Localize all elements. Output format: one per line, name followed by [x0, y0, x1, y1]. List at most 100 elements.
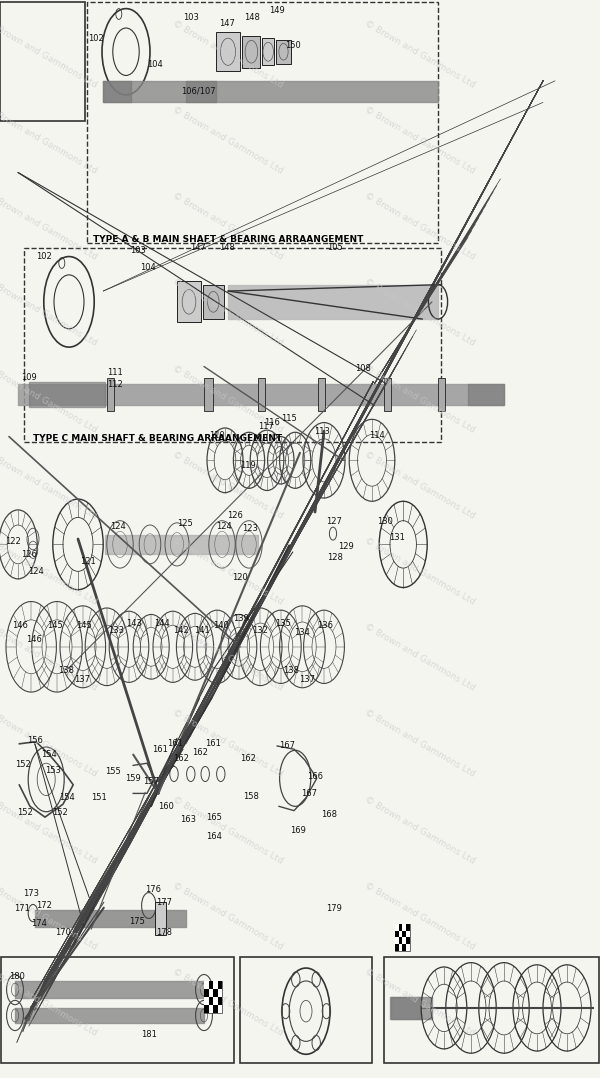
Text: 137: 137: [299, 675, 315, 683]
Text: © Brown and Gammons Ltd: © Brown and Gammons Ltd: [171, 967, 285, 1038]
Text: © Brown and Gammons Ltd: © Brown and Gammons Ltd: [171, 536, 285, 607]
Text: © Brown and Gammons Ltd: © Brown and Gammons Ltd: [0, 967, 99, 1038]
Text: 104: 104: [147, 60, 163, 69]
Text: © Brown and Gammons Ltd: © Brown and Gammons Ltd: [363, 191, 477, 262]
Text: 155: 155: [105, 768, 121, 776]
Text: © Brown and Gammons Ltd: © Brown and Gammons Ltd: [363, 794, 477, 866]
Text: 103: 103: [130, 246, 146, 254]
Bar: [262, 38, 274, 65]
Text: © Brown and Gammons Ltd: © Brown and Gammons Ltd: [363, 18, 477, 89]
Text: © Brown and Gammons Ltd: © Brown and Gammons Ltd: [171, 622, 285, 693]
Bar: [240, 957, 372, 1063]
Text: 161: 161: [205, 740, 221, 748]
Text: 159: 159: [125, 774, 141, 783]
Text: 119: 119: [241, 461, 256, 470]
Bar: [213, 1005, 218, 1013]
Text: 153: 153: [45, 766, 61, 775]
Bar: [155, 902, 166, 935]
Text: 124: 124: [28, 567, 44, 576]
Text: 147: 147: [190, 244, 206, 252]
Text: 108: 108: [355, 364, 371, 373]
Bar: [258, 378, 265, 411]
Text: 118: 118: [253, 434, 268, 443]
Bar: [24, 248, 441, 442]
Text: 104: 104: [140, 263, 155, 272]
Text: 152: 152: [17, 808, 33, 817]
Bar: [218, 990, 222, 997]
Bar: [398, 944, 403, 951]
Bar: [213, 990, 218, 997]
Text: 131: 131: [389, 534, 405, 542]
Text: 145: 145: [76, 621, 92, 630]
Bar: [204, 1005, 209, 1013]
Text: 128: 128: [328, 553, 343, 562]
Text: © Brown and Gammons Ltd: © Brown and Gammons Ltd: [171, 881, 285, 952]
Bar: [438, 378, 445, 411]
Bar: [395, 924, 410, 951]
Text: © Brown and Gammons Ltd: © Brown and Gammons Ltd: [171, 708, 285, 779]
Text: 147: 147: [219, 19, 235, 28]
Text: © Brown and Gammons Ltd: © Brown and Gammons Ltd: [171, 105, 285, 176]
Text: © Brown and Gammons Ltd: © Brown and Gammons Ltd: [0, 277, 99, 348]
Text: 175: 175: [129, 917, 145, 926]
Text: 178: 178: [157, 928, 172, 937]
Text: 125: 125: [177, 520, 193, 528]
Bar: [398, 937, 403, 944]
Text: 164: 164: [206, 832, 222, 841]
Bar: [398, 930, 403, 937]
Text: 135: 135: [275, 619, 291, 627]
Text: 179: 179: [326, 904, 341, 913]
Text: © Brown and Gammons Ltd: © Brown and Gammons Ltd: [171, 794, 285, 866]
Bar: [0, 2, 85, 121]
Bar: [204, 981, 222, 1013]
Text: 140: 140: [213, 621, 229, 630]
Text: 154: 154: [59, 793, 75, 802]
Bar: [204, 378, 213, 411]
Text: 172: 172: [36, 901, 52, 910]
Bar: [318, 378, 325, 411]
Bar: [406, 924, 410, 930]
Text: 117: 117: [259, 423, 274, 431]
Text: 146: 146: [13, 621, 28, 630]
Text: © Brown and Gammons Ltd: © Brown and Gammons Ltd: [363, 105, 477, 176]
Bar: [384, 957, 599, 1063]
Text: 139: 139: [233, 614, 249, 623]
Text: 162: 162: [240, 755, 256, 763]
Text: 169: 169: [290, 826, 305, 834]
Text: © Brown and Gammons Ltd: © Brown and Gammons Ltd: [363, 277, 477, 348]
Text: 138: 138: [58, 666, 74, 675]
Text: © Brown and Gammons Ltd: © Brown and Gammons Ltd: [0, 622, 99, 693]
Text: 162: 162: [173, 755, 189, 763]
Bar: [403, 937, 406, 944]
Text: © Brown and Gammons Ltd: © Brown and Gammons Ltd: [0, 105, 99, 176]
Bar: [107, 378, 114, 411]
Bar: [209, 981, 213, 990]
Bar: [177, 281, 201, 322]
Text: © Brown and Gammons Ltd: © Brown and Gammons Ltd: [171, 191, 285, 262]
Text: © Brown and Gammons Ltd: © Brown and Gammons Ltd: [171, 18, 285, 89]
Text: 115: 115: [281, 414, 297, 423]
Text: 158: 158: [243, 792, 259, 801]
Text: 152: 152: [15, 760, 31, 769]
Bar: [403, 924, 406, 930]
Bar: [395, 924, 398, 930]
Text: TYPE C MAIN SHAFT & BEARING ARRAANGEMENT: TYPE C MAIN SHAFT & BEARING ARRAANGEMENT: [33, 434, 282, 443]
Text: 121: 121: [80, 557, 95, 566]
Text: © Brown and Gammons Ltd: © Brown and Gammons Ltd: [363, 967, 477, 1038]
Text: © Brown and Gammons Ltd: © Brown and Gammons Ltd: [0, 536, 99, 607]
Bar: [395, 944, 398, 951]
Text: 111: 111: [107, 369, 123, 377]
Text: 144: 144: [154, 619, 170, 627]
Text: 154: 154: [41, 750, 57, 759]
Bar: [242, 36, 260, 68]
Text: 120: 120: [232, 573, 248, 582]
Text: © Brown and Gammons Ltd: © Brown and Gammons Ltd: [363, 450, 477, 521]
Text: © Brown and Gammons Ltd: © Brown and Gammons Ltd: [171, 363, 285, 434]
Text: 137: 137: [74, 675, 89, 683]
Bar: [209, 990, 213, 997]
Text: 167: 167: [279, 742, 295, 750]
Text: 132: 132: [253, 626, 268, 635]
Text: 102: 102: [88, 34, 104, 43]
Bar: [213, 981, 218, 990]
Text: 143: 143: [127, 619, 142, 627]
